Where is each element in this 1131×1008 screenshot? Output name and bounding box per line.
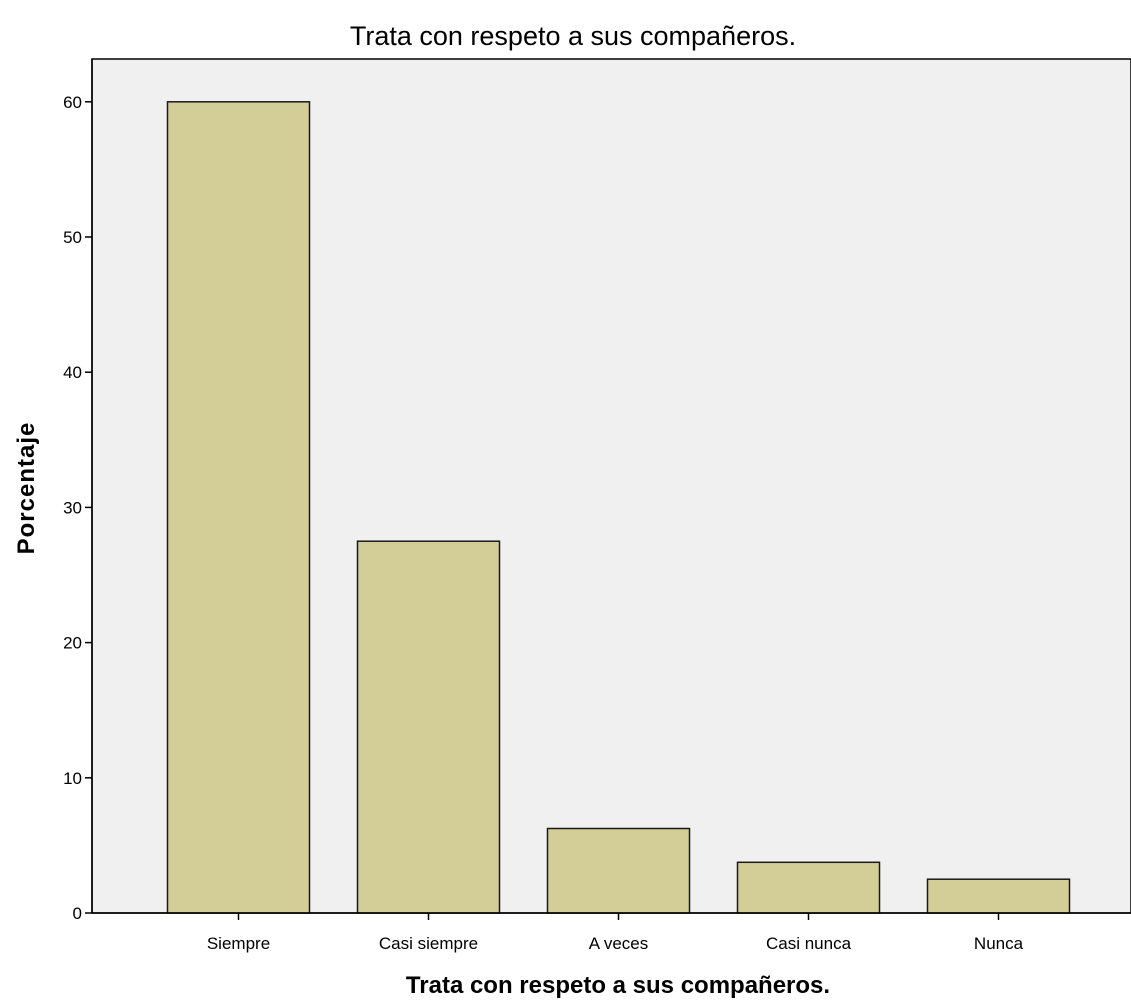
y-tick-label: 0 [73, 904, 82, 923]
chart-title: Trata con respeto a sus compañeros. [350, 21, 796, 51]
y-tick-label: 20 [63, 634, 82, 653]
y-tick-label: 60 [63, 93, 82, 112]
bar-siempre [166, 101, 311, 914]
x-category-label: Nunca [974, 934, 1024, 953]
bar-casi-siempre [356, 540, 501, 914]
y-tick-label: 10 [63, 769, 82, 788]
x-category-label: A veces [589, 934, 649, 953]
y-tick-label: 50 [63, 228, 82, 247]
bar-casi-nunca [736, 861, 881, 914]
bar-a-veces [546, 827, 691, 914]
y-tick-label: 40 [63, 363, 82, 382]
bar-nunca [926, 878, 1071, 914]
x-category-label: Siempre [207, 934, 270, 953]
x-category-label: Casi siempre [379, 934, 478, 953]
x-category-label: Casi nunca [766, 934, 852, 953]
y-axis-title: Porcentaje [13, 422, 40, 555]
bars [166, 101, 1071, 914]
y-axis-ticks: 0 10 20 30 40 50 60 [63, 93, 92, 923]
x-axis-title: Trata con respeto a sus compañeros. [406, 972, 830, 999]
x-axis-category-labels: Siempre Casi siempre A veces Casi nunca Nunc… [207, 913, 1024, 953]
y-tick-label: 30 [63, 498, 82, 517]
